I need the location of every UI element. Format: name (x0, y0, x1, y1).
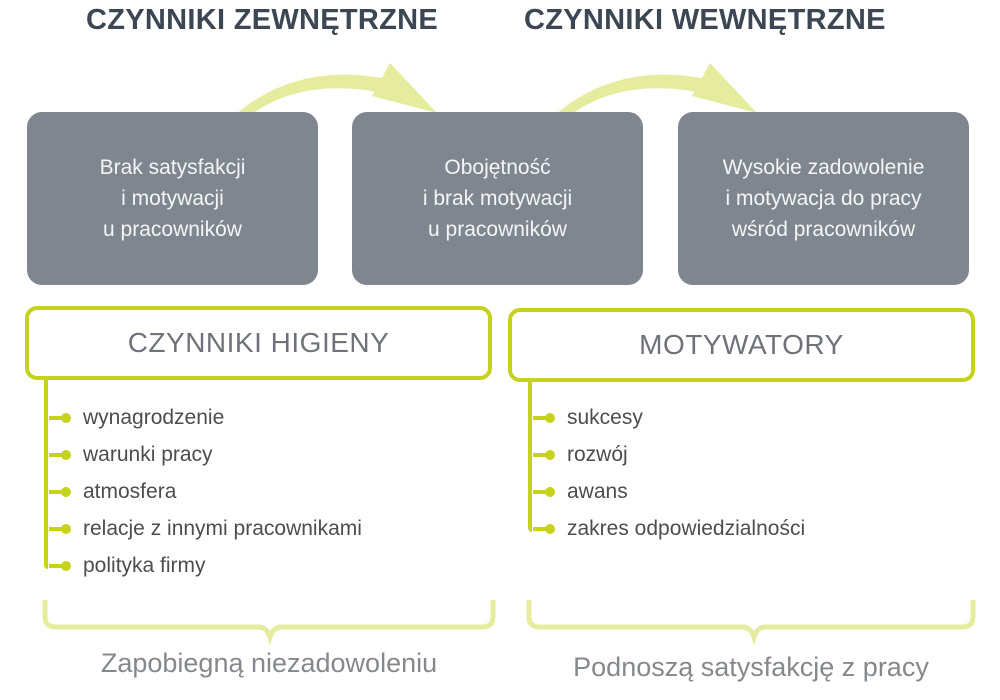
arrow-right-icon (556, 63, 757, 114)
item-text: atmosfera (83, 479, 177, 503)
motivators-list: sukcesy rozwój awans zakres odpowiedzial… (533, 399, 806, 547)
motivators-summary: Podnoszą satysfakcję z pracy (573, 652, 929, 682)
state-text: i brak motywacji (422, 187, 573, 210)
transition-arrows (236, 63, 757, 114)
hygiene-summary: Zapobiegną niezadowoleniu (100, 648, 438, 678)
bullet-icon (533, 412, 555, 423)
state-text: u pracowników (103, 218, 242, 241)
state-text: Brak satysfakcji (99, 156, 246, 179)
bullet-icon (49, 523, 71, 534)
state-box-indifference: Obojętność i brak motywacji u pracowników (352, 112, 643, 285)
list-item: atmosfera (49, 473, 362, 510)
list-item: rozwój (533, 436, 805, 473)
arrow-right-icon (236, 63, 437, 114)
motivators-tree-line (528, 378, 532, 532)
item-text: warunki pracy (83, 442, 213, 466)
list-item: zakres odpowiedzialności (533, 510, 806, 547)
bullet-icon (533, 486, 555, 497)
state-text: i motywacja do pracy (725, 187, 922, 210)
list-item: awans (533, 473, 805, 510)
bullet-icon (533, 449, 555, 460)
item-text: rozwój (567, 442, 628, 466)
item-text: zakres odpowiedzialności (567, 516, 806, 540)
brace-icon (42, 600, 496, 645)
heading-external-factors: CZYNNIKI ZEWNĘTRZNE (86, 4, 439, 36)
item-text: awans (567, 479, 628, 503)
list-item: warunki pracy (49, 436, 362, 473)
bullet-icon (49, 449, 71, 460)
bullet-icon (49, 412, 71, 423)
hygiene-factors-box: CZYNNIKI HIGIENY (25, 306, 492, 380)
state-text: i motywacji (121, 187, 224, 210)
bullet-icon (49, 560, 71, 571)
hygiene-list: wynagrodzenie warunki pracy atmosfera re… (49, 399, 362, 584)
brace-icon (526, 600, 976, 645)
list-item: wynagrodzenie (49, 399, 362, 436)
list-item: relacje z innymi pracownikami (49, 510, 362, 547)
item-text: relacje z innymi pracownikami (83, 516, 362, 540)
list-item: polityka firmy (49, 547, 362, 584)
bullet-icon (49, 486, 71, 497)
summary-braces (42, 600, 976, 645)
list-item: sukcesy (533, 399, 805, 436)
motivators-title: MOTYWATORY (639, 329, 844, 360)
item-text: wynagrodzenie (83, 405, 225, 429)
heading-internal-factors: CZYNNIKI WEWNĘTRZNE (524, 4, 886, 36)
state-text: Obojętność (444, 156, 551, 179)
bullet-icon (533, 523, 555, 534)
state-text: wśród pracowników (731, 218, 916, 241)
state-text: Wysokie zadowolenie (722, 156, 925, 179)
item-text: polityka firmy (83, 553, 206, 577)
state-box-high-satisfaction: Wysokie zadowolenie i motywacja do pracy w… (678, 112, 969, 285)
motivators-box: MOTYWATORY (508, 308, 975, 382)
hygiene-tree-line (44, 376, 48, 569)
state-box-dissatisfaction: Brak satysfakcji i motywacji u pracowników (27, 112, 318, 285)
hygiene-title: CZYNNIKI HIGIENY (127, 327, 390, 358)
state-text: u pracowników (428, 218, 567, 241)
item-text: sukcesy (567, 405, 643, 429)
